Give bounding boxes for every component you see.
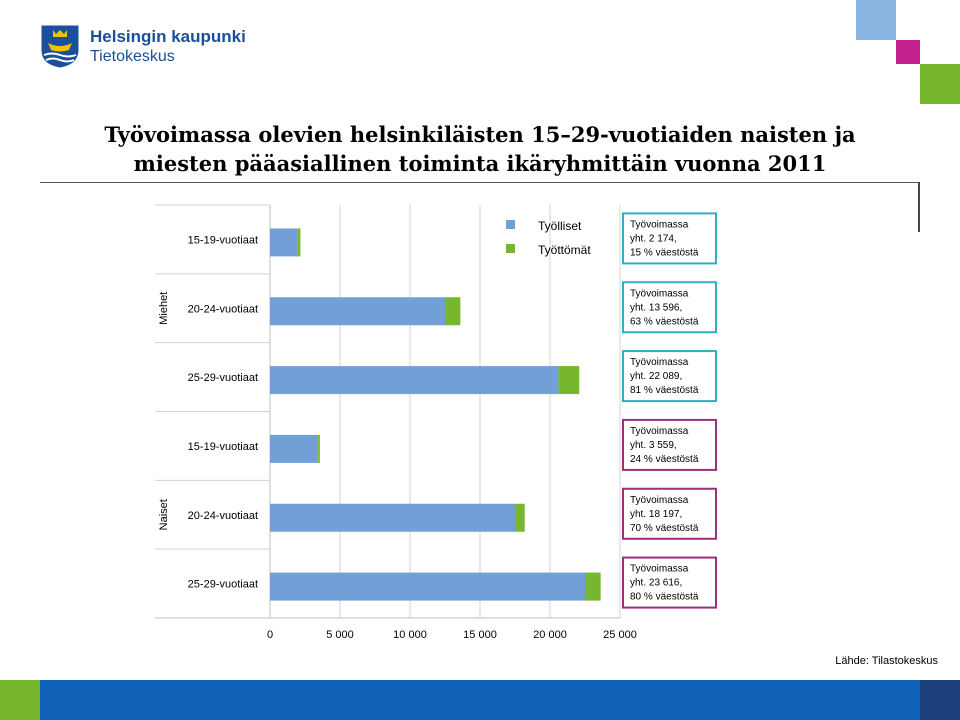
- group-label: Naiset: [158, 499, 170, 530]
- helsinki-coat-of-arms-icon: [41, 25, 79, 68]
- legend-label-employed: Työlliset: [538, 219, 582, 233]
- category-label: 25-29-vuotiaat: [188, 579, 258, 591]
- bar-unemployed: [445, 297, 461, 326]
- annotation-line-2: yht. 3 559,: [630, 440, 677, 451]
- annotation-line-1: Työvoimassa: [630, 288, 689, 299]
- annotation-line-3: 81 % väestöstä: [630, 385, 699, 396]
- annotation-line-1: Työvoimassa: [630, 426, 689, 437]
- bar-unemployed: [515, 503, 525, 532]
- annotation-box: [622, 212, 717, 265]
- org-name: Helsingin kaupunki: [90, 27, 246, 46]
- category-label: 15-19-vuotiaat: [188, 234, 258, 246]
- unit-name: Tietokeskus: [90, 48, 175, 65]
- source-note: Lähde: Tilastokeskus: [835, 655, 938, 667]
- bar-employed: [270, 228, 298, 257]
- org-logo: Helsingin kaupunki Tietokeskus: [40, 24, 260, 74]
- annotation-line-3: 70 % väestöstä: [630, 523, 699, 534]
- bar-unemployed: [297, 228, 301, 257]
- annotation-line-1: Työvoimassa: [630, 357, 689, 368]
- bar-employed: [270, 434, 318, 463]
- bar-employed: [270, 366, 559, 395]
- x-tick-label: 0: [267, 629, 273, 641]
- footer-bar-blue: [40, 680, 920, 720]
- bar-employed: [270, 572, 585, 601]
- annotation-line-2: yht. 2 174,: [630, 233, 677, 244]
- annotation-line-2: yht. 13 596,: [630, 302, 682, 313]
- bar-unemployed: [558, 366, 580, 395]
- stacked-bar-chart: 0 5 000 10 000 15 000 20 000 25 000 15-19-vuot…: [155, 204, 717, 641]
- annotation-line-2: yht. 22 089,: [630, 371, 682, 382]
- annotation-box: [622, 281, 717, 334]
- annotation-line-1: Työvoimassa: [630, 564, 689, 575]
- title-line-2: miesten pääasiallinen toiminta ikäryhmit…: [133, 151, 827, 176]
- footer-bar-dark: [920, 680, 960, 720]
- bar-unemployed: [585, 572, 601, 601]
- annotation-box: [622, 418, 717, 471]
- deco-square-magenta: [896, 40, 920, 64]
- annotation-box: [622, 350, 717, 403]
- x-tick-label: 25 000: [603, 629, 637, 641]
- annotation-line-1: Työvoimassa: [630, 219, 689, 230]
- bar-unemployed: [317, 434, 320, 463]
- annotation-line-2: yht. 23 616,: [630, 578, 682, 589]
- group-label: Miehet: [158, 292, 170, 325]
- title-line-1: Työvoimassa olevien helsinkiläisten 15–2…: [104, 122, 856, 147]
- legend-swatch-employed: [506, 220, 515, 229]
- bar-employed: [270, 503, 515, 532]
- annotation-line-1: Työvoimassa: [630, 495, 689, 506]
- annotation-line-3: 63 % väestöstä: [630, 316, 699, 327]
- footer-bar-green: [0, 680, 40, 720]
- annotation-line-2: yht. 18 197,: [630, 509, 682, 520]
- category-label: 20-24-vuotiaat: [188, 303, 258, 315]
- annotation-line-3: 24 % väestöstä: [630, 454, 699, 465]
- annotation-box: [622, 487, 717, 540]
- title-divider-edge: [918, 182, 920, 232]
- deco-square-green: [920, 64, 960, 104]
- x-tick-label: 15 000: [463, 629, 497, 641]
- deco-square-blue: [856, 0, 896, 40]
- x-tick-label: 10 000: [393, 629, 427, 641]
- bar-employed: [270, 297, 445, 326]
- title-divider: [40, 182, 920, 183]
- annotation-line-3: 80 % väestöstä: [630, 592, 699, 603]
- legend-label-unemployed: Työttömät: [538, 243, 591, 257]
- x-tick-label: 20 000: [533, 629, 567, 641]
- category-label: 20-24-vuotiaat: [188, 510, 258, 522]
- category-label: 15-19-vuotiaat: [188, 441, 258, 453]
- x-tick-label: 5 000: [326, 629, 354, 641]
- legend-swatch-unemployed: [506, 244, 515, 253]
- page-title: Työvoimassa olevien helsinkiläisten 15–2…: [40, 120, 920, 178]
- category-label: 25-29-vuotiaat: [188, 372, 258, 384]
- annotation-line-3: 15 % väestöstä: [630, 247, 699, 258]
- annotation-box: [622, 556, 717, 609]
